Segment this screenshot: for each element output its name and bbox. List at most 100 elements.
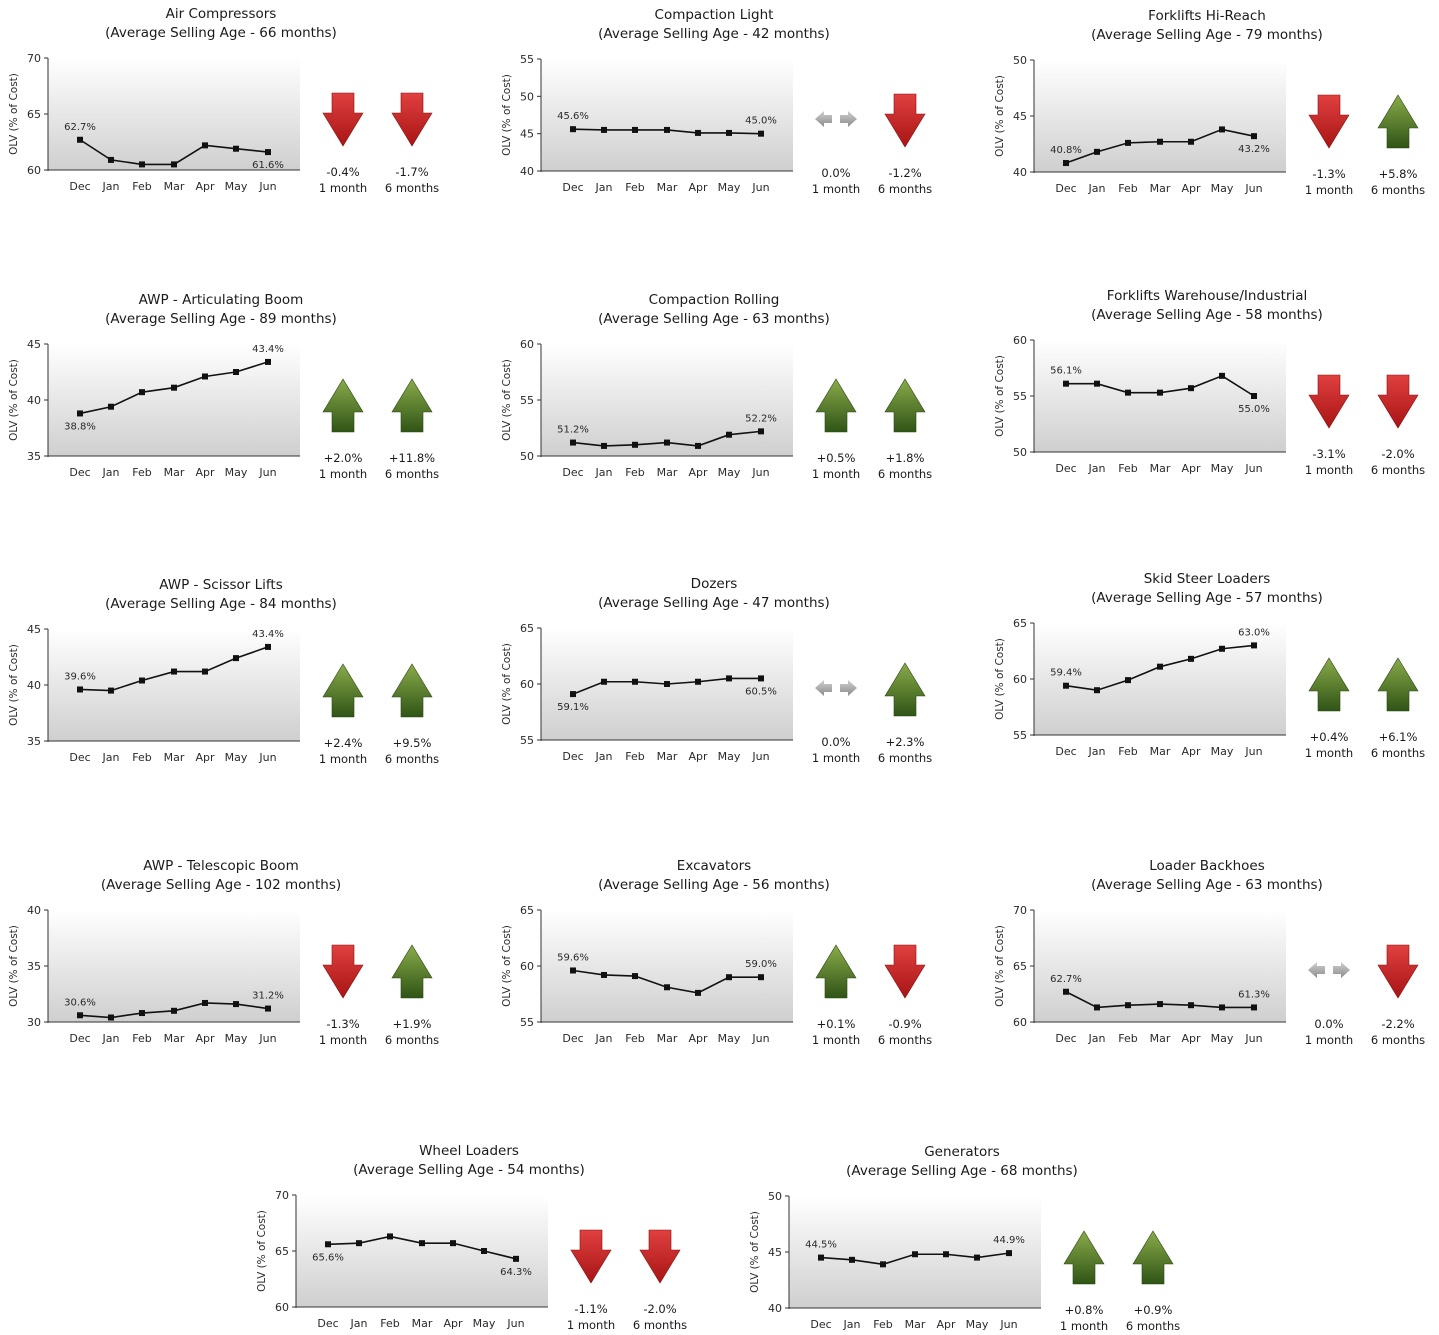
- data-point: [139, 1010, 145, 1017]
- chart-title: AWP - Articulating Boom: [139, 292, 304, 308]
- x-tick-label: Dec: [69, 466, 90, 479]
- data-point: [1094, 380, 1100, 387]
- y-axis-label: OLV (% of Cost): [749, 1211, 761, 1293]
- y-tick-label: 55: [520, 394, 534, 407]
- y-tick-label: 50: [520, 90, 534, 103]
- x-tick-label: Apr: [195, 180, 215, 193]
- data-point: [849, 1256, 855, 1263]
- x-tick-label: May: [1211, 745, 1234, 758]
- x-tick-label: Mar: [1150, 462, 1171, 475]
- chart-subtitle: (Average Selling Age - 84 months): [105, 596, 337, 612]
- x-tick-label: May: [718, 1032, 741, 1045]
- data-point: [1063, 160, 1069, 167]
- x-tick-label: May: [225, 751, 248, 764]
- y-axis-label: OLV (% of Cost): [256, 1210, 268, 1292]
- x-tick-label: May: [473, 1317, 496, 1330]
- plot-area: [541, 344, 793, 456]
- data-point: [1125, 677, 1131, 684]
- chart-subtitle: (Average Selling Age - 63 months): [598, 311, 830, 327]
- change-1m-value: -3.1%: [1312, 447, 1345, 461]
- data-point: [233, 369, 239, 375]
- data-point: [233, 655, 239, 662]
- data-label-last: 43.2%: [1238, 144, 1270, 155]
- change-1m-value: +0.1%: [817, 1017, 856, 1031]
- change-6m-value: +0.9%: [1134, 1303, 1173, 1317]
- data-point: [1251, 133, 1257, 140]
- data-point: [1188, 655, 1194, 662]
- y-tick-label: 60: [520, 960, 534, 973]
- x-tick-label: May: [1211, 1032, 1234, 1045]
- x-tick-label: May: [225, 466, 248, 479]
- y-tick-label: 45: [520, 128, 534, 141]
- data-point: [1188, 138, 1194, 145]
- y-tick-label: 30: [27, 1016, 41, 1029]
- change-1m-value: -0.4%: [326, 165, 359, 179]
- data-point: [880, 1261, 886, 1268]
- chart-panel-3: Forklifts Hi-Reach (Average Selling Age -…: [994, 8, 1425, 197]
- change-1m-period: 1 month: [319, 467, 367, 481]
- change-1m-down-arrow-icon: [1308, 374, 1350, 429]
- x-tick-label: Apr: [688, 750, 708, 763]
- data-point: [1125, 139, 1131, 146]
- change-6m-up-arrow-icon: [884, 662, 926, 717]
- change-1m-period: 1 month: [319, 181, 367, 195]
- data-point: [695, 129, 701, 136]
- change-1m-up-arrow-icon: [815, 378, 857, 433]
- chart-title: Forklifts Warehouse/Industrial: [1107, 288, 1307, 304]
- chart-subtitle: (Average Selling Age - 57 months): [1091, 590, 1323, 606]
- data-point: [695, 989, 701, 996]
- change-1m-value: -1.3%: [1312, 167, 1345, 181]
- change-6m-period: 6 months: [385, 1033, 439, 1047]
- data-point: [912, 1251, 918, 1258]
- x-tick-label: Feb: [1118, 1032, 1137, 1045]
- data-point: [1063, 682, 1069, 689]
- change-6m-down-arrow-icon: [639, 1229, 681, 1284]
- data-point: [77, 1012, 83, 1019]
- data-point: [1157, 1001, 1163, 1008]
- y-tick-label: 40: [768, 1302, 782, 1315]
- chart-title: Skid Steer Loaders: [1144, 571, 1271, 587]
- data-point: [1094, 1004, 1100, 1011]
- change-1m-flat-arrow-icon-right: [840, 111, 857, 127]
- data-point: [601, 126, 607, 133]
- x-tick-label: Apr: [1181, 182, 1201, 195]
- x-tick-label: Mar: [1150, 1032, 1171, 1045]
- data-point: [818, 1254, 824, 1261]
- chart-title: AWP - Scissor Lifts: [159, 577, 282, 593]
- chart-panel-1: Air Compressors (Average Selling Age - 66…: [8, 6, 439, 195]
- chart-panel-12: Loader Backhoes (Average Selling Age - 63…: [994, 858, 1425, 1047]
- data-label-last: 61.3%: [1238, 989, 1270, 1000]
- x-tick-label: Apr: [443, 1317, 463, 1330]
- change-1m-period: 1 month: [812, 1033, 860, 1047]
- data-point: [1063, 988, 1069, 995]
- x-tick-label: Jan: [843, 1318, 861, 1331]
- data-point: [695, 442, 701, 449]
- x-tick-label: Dec: [1055, 1032, 1076, 1045]
- data-label-first: 59.1%: [557, 702, 589, 713]
- data-point: [1251, 1004, 1257, 1011]
- change-1m-down-arrow-icon: [1308, 94, 1350, 149]
- x-tick-label: Jun: [258, 751, 276, 764]
- chart-subtitle: (Average Selling Age - 89 months): [105, 311, 337, 327]
- data-point: [233, 145, 239, 152]
- y-tick-label: 40: [27, 394, 41, 407]
- data-label-first: 39.6%: [64, 671, 96, 682]
- change-1m-flat-arrow-icon-left: [1308, 962, 1325, 978]
- data-point: [171, 1007, 177, 1014]
- change-6m-period: 6 months: [1126, 1319, 1180, 1333]
- x-tick-label: Jun: [1244, 745, 1262, 758]
- y-axis-label: OLV (% of Cost): [994, 355, 1006, 437]
- chart-subtitle: (Average Selling Age - 79 months): [1091, 27, 1323, 43]
- change-6m-value: +5.8%: [1379, 167, 1418, 181]
- data-label-first: 40.8%: [1050, 145, 1082, 156]
- x-tick-label: Mar: [164, 751, 185, 764]
- x-tick-label: Jan: [102, 1032, 120, 1045]
- change-6m-value: -1.7%: [395, 165, 428, 179]
- data-point: [758, 974, 764, 981]
- data-point: [632, 126, 638, 133]
- change-1m-period: 1 month: [1060, 1319, 1108, 1333]
- y-tick-label: 60: [520, 678, 534, 691]
- x-tick-label: Feb: [1118, 745, 1137, 758]
- y-tick-label: 60: [27, 164, 41, 177]
- chart-title: Wheel Loaders: [419, 1143, 519, 1159]
